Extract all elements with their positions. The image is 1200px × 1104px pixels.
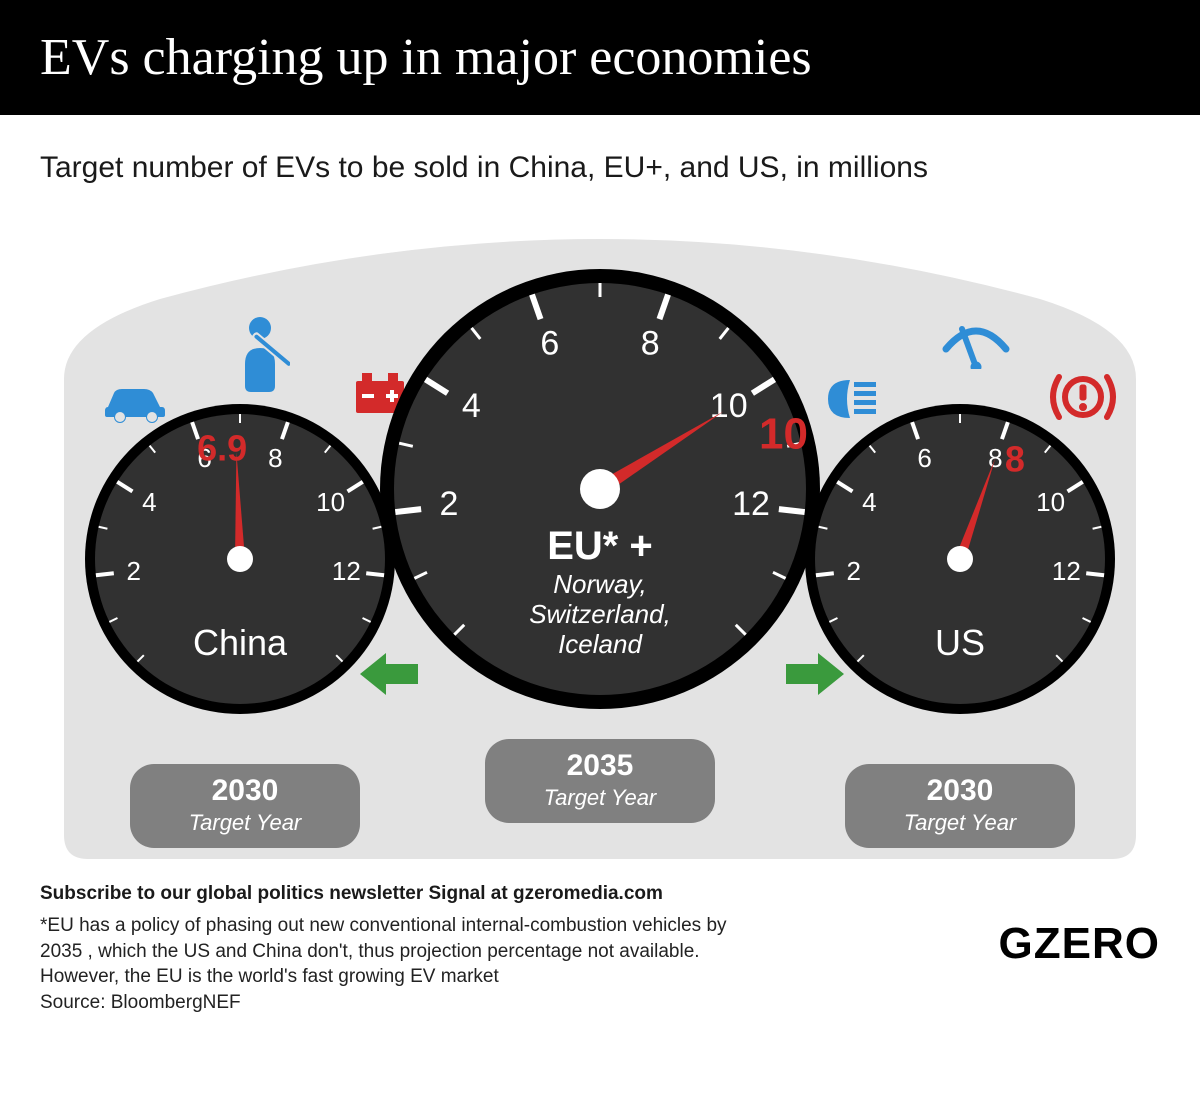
svg-text:China: China	[193, 622, 288, 663]
svg-text:EU* +: EU* +	[547, 524, 653, 568]
year-label: Target Year	[485, 785, 715, 811]
svg-text:10: 10	[1036, 487, 1065, 517]
header-bar: EVs charging up in major economies	[0, 0, 1200, 115]
newsletter-cta: Subscribe to our global politics newslet…	[40, 883, 1160, 905]
svg-text:10: 10	[316, 487, 345, 517]
year-value: 2035	[485, 749, 715, 783]
svg-text:12: 12	[1052, 556, 1081, 586]
footnote-line: 2035 , which the US and China don't, thu…	[40, 941, 700, 962]
year-value: 2030	[130, 774, 360, 808]
gauge-eu: 2468101210EU* +Norway,Switzerland,Icelan…	[370, 259, 830, 719]
target-year-eu: 2035 Target Year	[485, 739, 715, 823]
svg-text:12: 12	[732, 485, 770, 523]
svg-text:Iceland: Iceland	[558, 629, 643, 659]
year-label: Target Year	[845, 810, 1075, 836]
svg-text:4: 4	[862, 487, 876, 517]
svg-text:12: 12	[332, 556, 361, 586]
footnote-line: *EU has a policy of phasing out new conv…	[40, 915, 727, 936]
source-line: Source: BloombergNEF	[40, 992, 241, 1013]
page-title: EVs charging up in major economies	[40, 29, 812, 86]
svg-text:Norway,: Norway,	[553, 569, 646, 599]
svg-text:6.9: 6.9	[197, 427, 247, 468]
svg-text:US: US	[935, 622, 985, 663]
svg-text:Switzerland,: Switzerland,	[529, 599, 671, 629]
svg-text:2: 2	[846, 556, 860, 586]
svg-text:8: 8	[988, 443, 1002, 473]
svg-text:2: 2	[126, 556, 140, 586]
target-year-us: 2030 Target Year	[845, 764, 1075, 848]
gauge-us: 2 4 6 8 10 12 8 US	[795, 394, 1125, 724]
footer: Subscribe to our global politics newslet…	[0, 859, 1200, 1016]
svg-text:2: 2	[439, 485, 458, 523]
svg-text:6: 6	[917, 443, 931, 473]
subtitle: Target number of EVs to be sold in China…	[0, 115, 1200, 209]
svg-text:4: 4	[142, 487, 156, 517]
svg-text:10: 10	[710, 387, 748, 425]
svg-text:6: 6	[540, 325, 559, 363]
gauge-china: 246810126.9China	[75, 394, 405, 724]
footnote-line: However, the EU is the world's fast grow…	[40, 966, 499, 987]
target-year-china: 2030 Target Year	[130, 764, 360, 848]
svg-text:4: 4	[462, 387, 481, 425]
brand-logo: GZERO	[999, 919, 1160, 969]
svg-text:8: 8	[268, 443, 282, 473]
footnote: *EU has a policy of phasing out new conv…	[40, 913, 870, 1016]
year-label: Target Year	[130, 810, 360, 836]
dashboard: 2 4 6 8 10 12 6.9 China 2 4 6 8 10 12 10 EU* +Norway,S…	[40, 209, 1160, 859]
wiper-icon	[940, 309, 1012, 369]
svg-text:8: 8	[641, 325, 660, 363]
svg-text:8: 8	[1005, 438, 1025, 479]
year-value: 2030	[845, 774, 1075, 808]
seatbelt-icon	[230, 314, 290, 394]
